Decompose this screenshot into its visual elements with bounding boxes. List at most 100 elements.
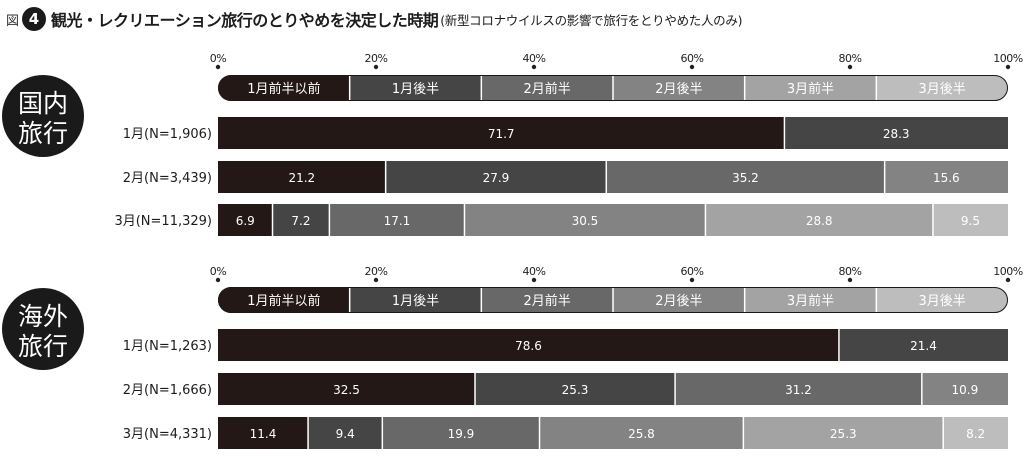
bar-segment	[743, 417, 944, 449]
bar-value-label: 21.2	[288, 171, 315, 185]
bar-segment	[539, 417, 744, 449]
x-tick-label: 0%	[210, 52, 226, 65]
legend-entry-label: 2月前半	[524, 293, 571, 309]
legend-swatch	[744, 75, 877, 101]
legend: 1月前半以前 1月後半 2月前半 2月後半 3月前半 3月後半	[218, 75, 1008, 101]
figure-number-badge: 4	[22, 7, 47, 31]
legend-outline	[218, 287, 1008, 313]
bar-segment	[308, 417, 383, 449]
bar-segment	[218, 417, 309, 449]
bar-segment	[218, 373, 476, 405]
bar-value-label: 27.9	[483, 171, 510, 185]
bar-value-label: 25.8	[628, 427, 655, 441]
x-tick-label: 80%	[839, 265, 862, 278]
bar-value-label: 11.4	[250, 427, 277, 441]
x-tick-label: 0%	[210, 265, 226, 278]
figure-title-row: 図 4 観光・レクリエーション旅行のとりやめを決定した時期 (新型コロナウイルス…	[6, 6, 742, 32]
row-category-label: 1月(N=1,263)	[123, 339, 212, 354]
bar-value-label: 8.2	[966, 427, 985, 441]
legend-entry-label: 2月後半	[655, 294, 702, 309]
legend-entry-label: 3月前半	[787, 81, 834, 97]
bar-value-label: 10.9	[952, 383, 979, 397]
x-tick-dot	[847, 64, 853, 70]
bar-segment	[464, 204, 706, 236]
bar-value-label: 28.3	[883, 127, 910, 141]
bar-segment	[675, 373, 922, 405]
bar-value-label: 71.7	[488, 127, 515, 141]
row-category-label: 3月(N=4,331)	[123, 427, 212, 442]
bar-segment	[705, 204, 933, 236]
x-tick-dot	[215, 277, 221, 283]
bar-segment	[838, 329, 1008, 361]
x-tick-dot	[1005, 64, 1011, 70]
x-tick-dot	[531, 277, 537, 283]
x-tick-dot	[689, 277, 695, 283]
bar-row: 3月(N=11,329) 6.9 7.2 17.1 30.5 28.8 9.5	[114, 204, 1008, 236]
x-tick-dot	[215, 64, 221, 70]
x-tick-label: 60%	[681, 52, 704, 65]
bar-segment	[784, 117, 1008, 149]
legend: 1月前半以前 1月後半 2月前半 2月後半 3月前半 3月後半	[218, 287, 1008, 313]
bar-row: 1月(N=1,263) 78.6 21.4	[123, 329, 1008, 361]
legend-swatch	[481, 287, 613, 313]
bar-row: 3月(N=4,331) 11.4 9.4 19.9 25.8 25.3 8.2	[123, 417, 1008, 449]
bar-value-label: 28.8	[806, 214, 833, 228]
bar-segment	[475, 373, 676, 405]
x-tick-dot	[689, 64, 695, 70]
legend-swatch	[481, 75, 613, 101]
bar-segment	[382, 417, 540, 449]
bar-segment	[606, 161, 885, 193]
legend-swatch	[613, 75, 745, 101]
x-tick-label: 20%	[365, 52, 388, 65]
group-label-text-line1: 国内	[18, 89, 68, 118]
figure-label: 図	[6, 13, 20, 29]
bar-segment	[385, 161, 607, 193]
x-tick-label: 80%	[839, 52, 862, 65]
legend-swatch	[349, 75, 482, 101]
bar-value-label: 9.4	[336, 427, 355, 441]
group-label-circle	[2, 288, 84, 370]
legend-entry-label: 1月後半	[392, 82, 439, 97]
group-label-text-line1: 海外	[18, 302, 68, 331]
bar-value-label: 19.9	[448, 427, 475, 441]
chart-subtitle: (新型コロナウイルスの影響で旅行をとりやめた人のみ)	[440, 12, 743, 28]
legend-entry-label: 3月後半	[919, 294, 966, 309]
x-tick-label: 100%	[993, 265, 1022, 278]
legend-swatch	[218, 287, 350, 313]
bar-value-label: 31.2	[785, 383, 812, 397]
bar-segment	[943, 417, 1008, 449]
legend-entry-label: 1月前半以前	[247, 293, 320, 309]
bar-value-label: 32.5	[333, 383, 360, 397]
bar-value-label: 35.2	[732, 171, 759, 185]
legend-entry-label: 1月前半以前	[247, 81, 320, 97]
row-category-label: 2月(N=3,439)	[123, 171, 212, 186]
legend-entry-label: 1月後半	[392, 294, 439, 309]
legend-entry-label: 2月後半	[655, 82, 702, 97]
legend-entry-label: 3月前半	[787, 293, 834, 309]
x-tick-label: 100%	[993, 52, 1022, 65]
group-label-circle	[2, 75, 84, 157]
bar-segment	[272, 204, 330, 236]
x-tick-label: 40%	[523, 52, 546, 65]
legend-swatch	[613, 287, 745, 313]
x-tick-dot	[373, 64, 379, 70]
bar-value-label: 17.1	[384, 214, 411, 228]
x-tick-label: 60%	[681, 265, 704, 278]
group-label-text-line2: 旅行	[18, 332, 68, 361]
bar-segment	[218, 204, 273, 236]
bar-value-label: 15.6	[933, 171, 960, 185]
x-tick-dot	[531, 64, 537, 70]
bar-row: 2月(N=1,666) 32.5 25.3 31.2 10.9	[123, 373, 1008, 405]
legend-swatch	[876, 287, 1008, 313]
legend-swatch	[876, 75, 1008, 101]
bar-row: 1月(N=1,906) 71.7 28.3	[123, 117, 1008, 149]
chart-title: 観光・レクリエーション旅行のとりやめを決定した時期	[51, 11, 439, 30]
row-category-label: 1月(N=1,906)	[123, 127, 212, 142]
bar-value-label: 25.3	[830, 427, 857, 441]
x-tick-dot	[847, 277, 853, 283]
bar-segment	[884, 161, 1008, 193]
bar-value-label: 21.4	[910, 339, 937, 353]
